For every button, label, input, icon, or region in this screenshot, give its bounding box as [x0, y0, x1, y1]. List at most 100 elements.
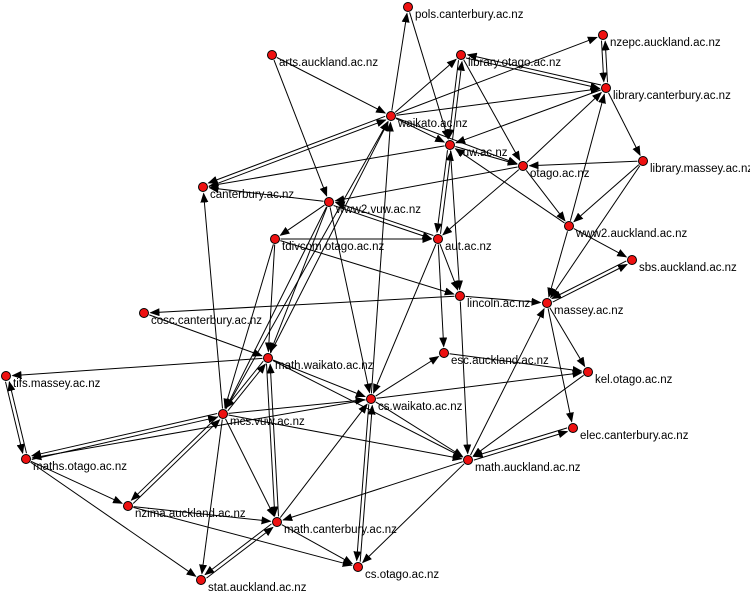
- graph-node[interactable]: [272, 517, 282, 527]
- node-label: elec.canterbury.ac.nz: [580, 430, 689, 442]
- node-label: stat.auckland.ac.nz: [208, 582, 307, 594]
- graph-edge: [466, 52, 602, 86]
- graph-node[interactable]: [196, 575, 206, 585]
- graph-edge: [599, 40, 608, 83]
- graph-node[interactable]: [433, 234, 443, 244]
- graph-edge: [7, 380, 27, 454]
- graph-edge: [465, 295, 542, 306]
- graph-edge: [454, 148, 565, 224]
- graph-edge: [455, 89, 601, 144]
- graph-node[interactable]: [445, 140, 455, 150]
- graph-edge: [200, 192, 223, 409]
- graph-edge: [373, 243, 437, 394]
- node-label: vuw.ac.nz: [457, 147, 508, 159]
- graph-edge: [266, 363, 279, 517]
- graph-edge: [526, 91, 603, 163]
- graph-edge: [528, 160, 638, 170]
- graph-edge: [280, 240, 455, 296]
- graph-edge: [225, 206, 327, 410]
- node-label: tdivcom.otago.ac.nz: [282, 241, 385, 253]
- graph-edge: [31, 399, 366, 461]
- graph-edge: [472, 374, 584, 457]
- graph-node[interactable]: [403, 2, 413, 12]
- graph-node[interactable]: [627, 255, 637, 265]
- graph-edge: [208, 119, 387, 188]
- node-label: waikato.ac.nz: [397, 118, 468, 130]
- node-label: math.canterbury.ac.nz: [284, 524, 397, 536]
- graph-edge: [133, 506, 272, 525]
- graph-node[interactable]: [139, 308, 149, 318]
- node-label: pols.canterbury.ac.nz: [415, 9, 524, 21]
- graph-edge: [133, 506, 353, 567]
- graph-edge: [276, 57, 387, 114]
- graph-edge: [440, 150, 454, 234]
- graph-edge: [225, 120, 389, 410]
- node-label: lincoln.ac.nz: [467, 298, 531, 310]
- graph-node[interactable]: [324, 197, 334, 207]
- graph-edge: [359, 404, 376, 562]
- graph-edge: [437, 244, 448, 348]
- graph-edge: [449, 353, 583, 374]
- graph-node[interactable]: [455, 291, 465, 301]
- graph-node[interactable]: [568, 423, 578, 433]
- node-label: otago.ac.nz: [530, 168, 590, 180]
- graph-node[interactable]: [542, 298, 552, 308]
- graph-edge: [272, 359, 366, 398]
- graph-node[interactable]: [439, 348, 449, 358]
- graph-node[interactable]: [601, 83, 611, 93]
- graph-edge: [573, 228, 628, 258]
- graph-edge: [551, 260, 627, 299]
- node-label: math.auckland.ac.nz: [475, 462, 581, 474]
- graph-node[interactable]: [638, 156, 648, 166]
- graph-edge: [207, 115, 386, 184]
- node-label: sbs.auckland.ac.nz: [639, 262, 737, 274]
- graph-node[interactable]: [218, 409, 228, 419]
- graph-edge: [264, 244, 276, 353]
- graph-node[interactable]: [386, 111, 396, 121]
- graph-node[interactable]: [21, 454, 31, 464]
- graph-edge: [228, 396, 366, 414]
- graph-node[interactable]: [583, 367, 593, 377]
- graph-edge: [547, 308, 574, 423]
- graph-edge: [439, 243, 459, 291]
- graph-edge: [272, 360, 464, 458]
- graph-edge: [279, 403, 368, 518]
- graph-node[interactable]: [366, 394, 376, 404]
- graph-node[interactable]: [263, 353, 273, 363]
- node-label: cosc.canterbury.ac.nz: [151, 315, 262, 327]
- graph-edge: [465, 57, 601, 91]
- graph-edge: [225, 418, 275, 518]
- graph-edge: [30, 461, 197, 577]
- graph-edge: [396, 85, 601, 116]
- graph-node[interactable]: [353, 562, 363, 572]
- graph-edge: [208, 145, 445, 189]
- graph-node[interactable]: [1, 371, 11, 381]
- graph-node[interactable]: [564, 221, 574, 231]
- graph-edge: [334, 166, 518, 204]
- graph-edge: [204, 523, 272, 576]
- graph-node[interactable]: [123, 501, 133, 511]
- node-label: arts.auckland.ac.nz: [279, 57, 378, 69]
- graph-edge: [199, 419, 223, 575]
- graph-node[interactable]: [267, 50, 277, 60]
- graph-edge: [273, 59, 328, 197]
- graph-edge: [353, 404, 370, 562]
- node-label: www2.vuw.ac.nz: [335, 204, 421, 216]
- graph-node[interactable]: [463, 455, 473, 465]
- graph-node[interactable]: [518, 161, 528, 171]
- edges-layer: [5, 12, 641, 579]
- graph-edge: [370, 121, 394, 394]
- graph-node[interactable]: [598, 30, 608, 40]
- graph-edge: [452, 60, 465, 140]
- graph-edge: [31, 415, 219, 460]
- graph-node[interactable]: [270, 234, 280, 244]
- labels-layer: pols.canterbury.ac.nz nzepc.auckland.ac.n…: [13, 9, 750, 594]
- graph-edge: [279, 204, 325, 236]
- graph-node[interactable]: [456, 50, 466, 60]
- graph-edge: [446, 60, 459, 140]
- graph-edge: [130, 416, 219, 501]
- graph-node[interactable]: [198, 182, 208, 192]
- graph-edge: [569, 93, 606, 221]
